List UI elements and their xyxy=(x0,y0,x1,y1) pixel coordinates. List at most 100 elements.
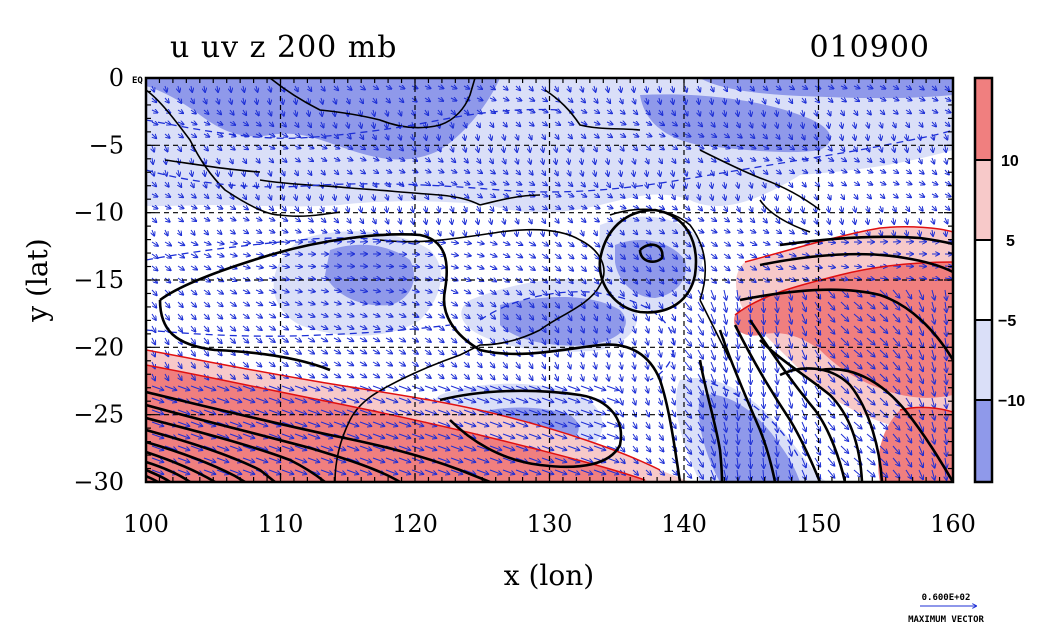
wind-vector-439 xyxy=(217,169,218,176)
wind-vector-237 xyxy=(815,121,816,128)
wind-vector-546 xyxy=(802,181,806,187)
wind-vector-239 xyxy=(841,121,842,128)
wind-vector-107 xyxy=(737,97,739,104)
wind-vector-167 xyxy=(711,109,713,116)
wind-vector-378 xyxy=(230,157,233,163)
wind-vector-594 xyxy=(619,194,625,198)
wind-vector-604 xyxy=(750,193,751,200)
wind-vector-600 xyxy=(698,193,700,200)
y-tick-labels: 0 −5 −10 −15 −20 −25 −30 xyxy=(73,64,124,496)
wind-vector-5 xyxy=(217,85,218,92)
wind-vector-277 xyxy=(529,133,532,139)
wind-vector-113 xyxy=(815,97,819,102)
wind-vector-129 xyxy=(217,109,221,114)
wind-vector-530 xyxy=(594,181,598,187)
wind-vector-82 xyxy=(411,98,417,102)
wind-vector-126 xyxy=(177,110,183,113)
wind-vector-61 xyxy=(945,85,949,90)
wind-vector-311 xyxy=(165,145,168,151)
wind-vector-258 xyxy=(281,134,287,137)
wind-vector-178 xyxy=(854,109,857,115)
wind-vector-232 xyxy=(750,121,752,128)
wind-vector-421 xyxy=(788,158,795,160)
wind-vector-243 xyxy=(893,121,896,127)
wind-vector-223 xyxy=(632,122,638,125)
reference-vector: 0.600E+02 MAXIMUM VECTOR xyxy=(908,593,984,625)
wind-vector-3 xyxy=(191,85,192,92)
colorbar-bin-above-10 xyxy=(975,78,992,160)
y-tick-label-3: −15 xyxy=(73,266,124,294)
wind-vector-301 xyxy=(841,133,842,140)
wind-vector-136 xyxy=(308,109,309,116)
wind-vector-321 xyxy=(294,146,301,148)
wind-vector-38 xyxy=(646,85,647,92)
wind-vector-54 xyxy=(853,86,860,88)
wind-vector-324 xyxy=(333,146,339,149)
wind-vector-168 xyxy=(724,109,725,116)
wind-vector-372 xyxy=(152,157,153,164)
wind-vector-549 xyxy=(840,182,846,185)
equator-marker: EQ xyxy=(132,76,143,86)
wind-vector-89 xyxy=(502,98,508,100)
wind-vector-300 xyxy=(828,133,830,140)
wind-vector-595 xyxy=(633,193,637,198)
wind-vector-263 xyxy=(347,133,351,139)
wind-vector-193 xyxy=(242,122,248,125)
wind-vector-588 xyxy=(541,194,548,196)
wind-vector-134 xyxy=(282,109,284,116)
wind-vector-50 xyxy=(801,86,807,89)
wind-vector-287 xyxy=(658,134,665,136)
wind-vector-419 xyxy=(762,158,768,160)
wind-vector-43 xyxy=(711,85,714,91)
wind-vector-0 xyxy=(152,85,154,92)
wind-vector-591 xyxy=(580,194,586,197)
wind-vector-598 xyxy=(672,193,675,199)
wind-vector-325 xyxy=(346,146,352,149)
wind-vector-484 xyxy=(801,170,807,173)
wind-vector-565 xyxy=(243,193,246,199)
wind-vector-374 xyxy=(178,157,179,164)
wind-vector-359 xyxy=(788,146,794,149)
wind-vector-146 xyxy=(438,109,442,115)
wind-vector-137 xyxy=(321,109,322,116)
wind-vector-564 xyxy=(230,193,234,199)
wind-vector-626 xyxy=(229,206,235,209)
wind-vector-511 xyxy=(347,181,350,187)
wind-vector-91 xyxy=(528,98,534,101)
colorbar-bin-minus5-5 xyxy=(975,240,992,320)
wind-vector-435 xyxy=(165,169,167,176)
wind-vector-646 xyxy=(490,205,493,211)
wind-vector-357 xyxy=(762,146,768,149)
wind-vector-11 xyxy=(295,85,298,91)
wind-vector-640 xyxy=(412,205,413,212)
wind-vector-524 xyxy=(515,182,521,185)
wind-vector-375 xyxy=(191,157,193,164)
wind-vector-261 xyxy=(320,134,326,138)
wind-vector-648 xyxy=(515,206,520,210)
wind-vector-114 xyxy=(827,98,833,102)
wind-vector-541 xyxy=(737,181,739,188)
wind-vector-120 xyxy=(905,98,912,100)
wind-vector-256 xyxy=(255,134,262,136)
wind-vector-489 xyxy=(866,170,872,172)
wind-vector-332 xyxy=(438,145,441,151)
wind-vector-407 xyxy=(607,157,608,164)
wind-vector-292 xyxy=(723,134,729,137)
wind-vector-293 xyxy=(736,134,742,138)
wind-vector-625 xyxy=(216,206,222,209)
wind-vector-356 xyxy=(749,146,755,149)
wind-vector-512 xyxy=(360,181,363,187)
wind-vector-6 xyxy=(230,85,231,92)
wind-vector-472 xyxy=(646,169,647,176)
wind-vector-401 xyxy=(529,157,531,164)
wind-vector-229 xyxy=(711,121,715,127)
wind-vector-553 xyxy=(892,182,899,184)
wind-vector-592 xyxy=(593,194,599,197)
wind-vector-527 xyxy=(554,182,560,186)
wind-vector-361 xyxy=(814,146,819,150)
wind-vector-496 xyxy=(152,181,156,186)
wind-vector-35 xyxy=(607,85,608,92)
wind-vector-264 xyxy=(360,133,363,139)
wind-vector-630 xyxy=(282,205,286,211)
